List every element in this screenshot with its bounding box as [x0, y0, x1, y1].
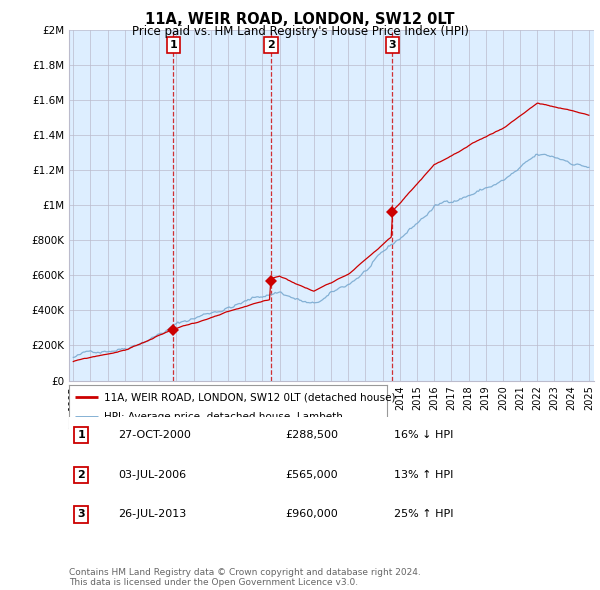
Text: 2: 2 [267, 40, 275, 50]
Text: 11A, WEIR ROAD, LONDON, SW12 0LT: 11A, WEIR ROAD, LONDON, SW12 0LT [145, 12, 455, 27]
Text: 03-JUL-2006: 03-JUL-2006 [118, 470, 187, 480]
Text: 13% ↑ HPI: 13% ↑ HPI [394, 470, 453, 480]
Text: £960,000: £960,000 [286, 510, 338, 519]
Text: 16% ↓ HPI: 16% ↓ HPI [394, 430, 453, 440]
Text: 3: 3 [389, 40, 396, 50]
Text: 1: 1 [77, 430, 85, 440]
Text: 25% ↑ HPI: 25% ↑ HPI [394, 510, 453, 519]
Text: 3: 3 [77, 510, 85, 519]
Text: £288,500: £288,500 [286, 430, 338, 440]
Text: 26-JUL-2013: 26-JUL-2013 [118, 510, 187, 519]
Text: Contains HM Land Registry data © Crown copyright and database right 2024.
This d: Contains HM Land Registry data © Crown c… [69, 568, 421, 587]
Text: 1: 1 [169, 40, 177, 50]
Text: 11A, WEIR ROAD, LONDON, SW12 0LT (detached house): 11A, WEIR ROAD, LONDON, SW12 0LT (detach… [104, 392, 395, 402]
Text: 27-OCT-2000: 27-OCT-2000 [118, 430, 191, 440]
Text: 2: 2 [77, 470, 85, 480]
Text: HPI: Average price, detached house, Lambeth: HPI: Average price, detached house, Lamb… [104, 412, 343, 422]
Text: £565,000: £565,000 [286, 470, 338, 480]
Text: Price paid vs. HM Land Registry's House Price Index (HPI): Price paid vs. HM Land Registry's House … [131, 25, 469, 38]
